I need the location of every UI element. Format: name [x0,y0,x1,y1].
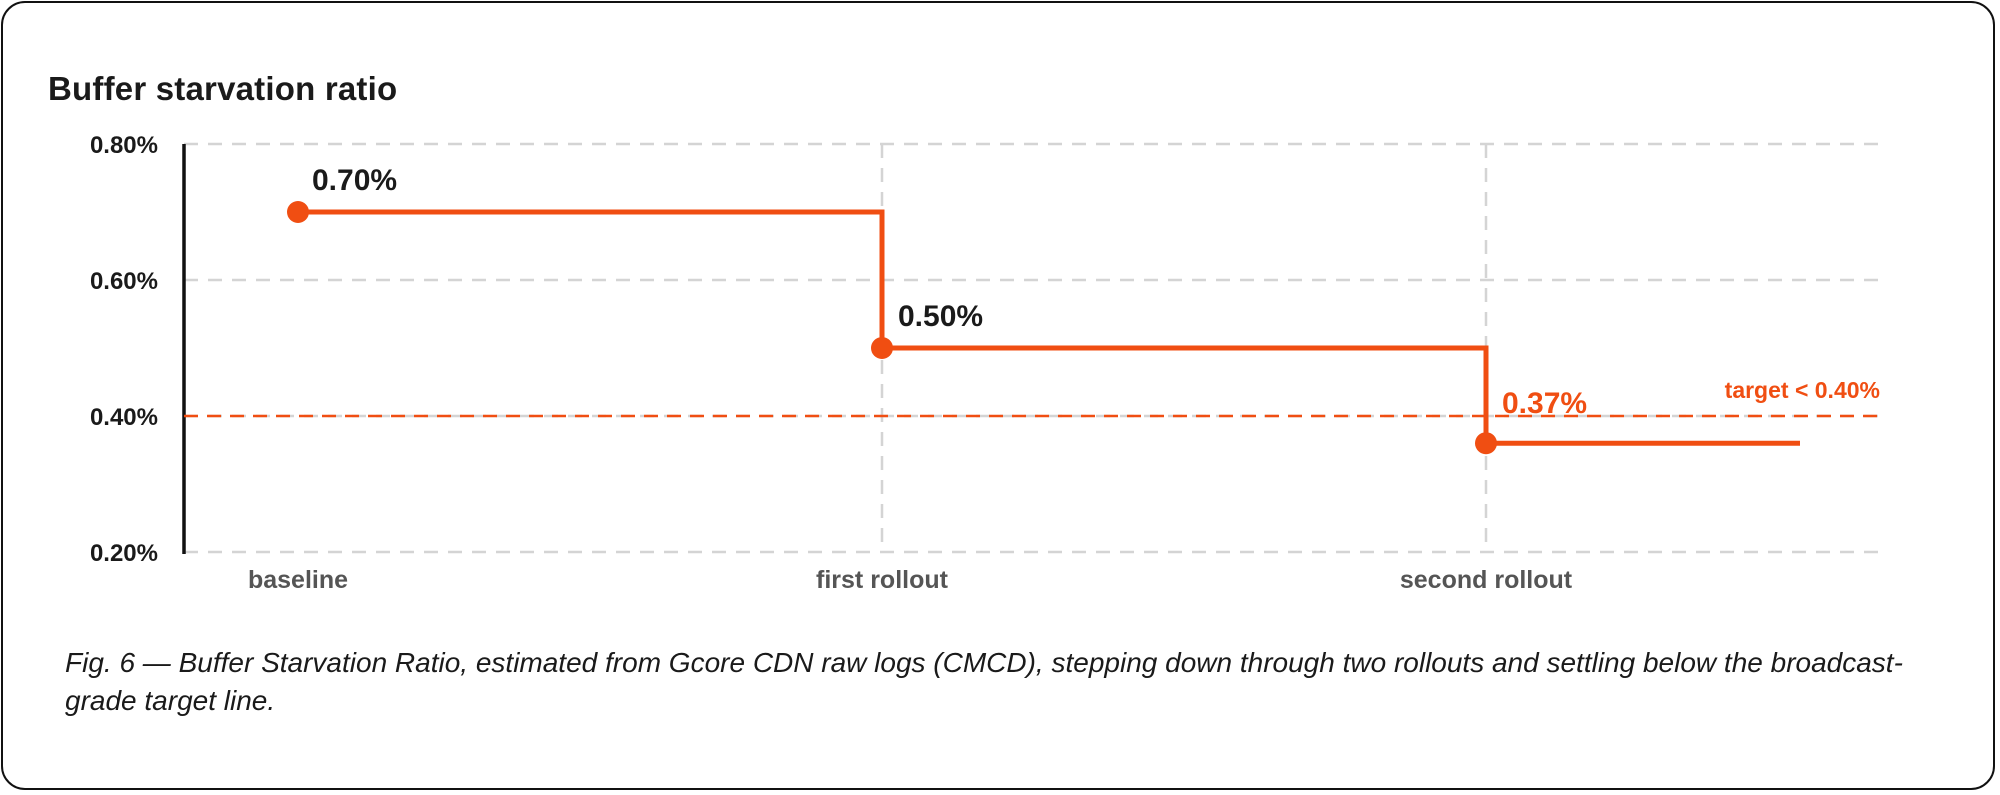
x-tick-label: baseline [248,566,348,594]
y-tick-label: 0.40% [90,404,158,431]
data-label: 0.70% [312,164,397,197]
data-label: 0.50% [898,300,983,333]
data-label: 0.37% [1502,387,1587,420]
y-tick-label: 0.80% [90,132,158,159]
x-tick-label: second rollout [1400,566,1573,594]
x-tick-label: first rollout [816,566,949,594]
series-step-line [298,209,1800,446]
data-point [287,201,309,223]
data-point [871,337,893,359]
y-tick-label: 0.20% [90,540,158,567]
target-label: target < 0.40% [1725,377,1880,403]
chart-title: Buffer starvation ratio [48,70,398,107]
step-chart: 0.20% 0.40% 0.60% 0.80% target < 0.40% 0.70% 0… [90,132,1880,594]
figure-caption: Fig. 6 — Buffer Starvation Ratio, estima… [65,647,1903,716]
data-point [1475,432,1497,455]
y-tick-label: 0.60% [90,268,158,295]
